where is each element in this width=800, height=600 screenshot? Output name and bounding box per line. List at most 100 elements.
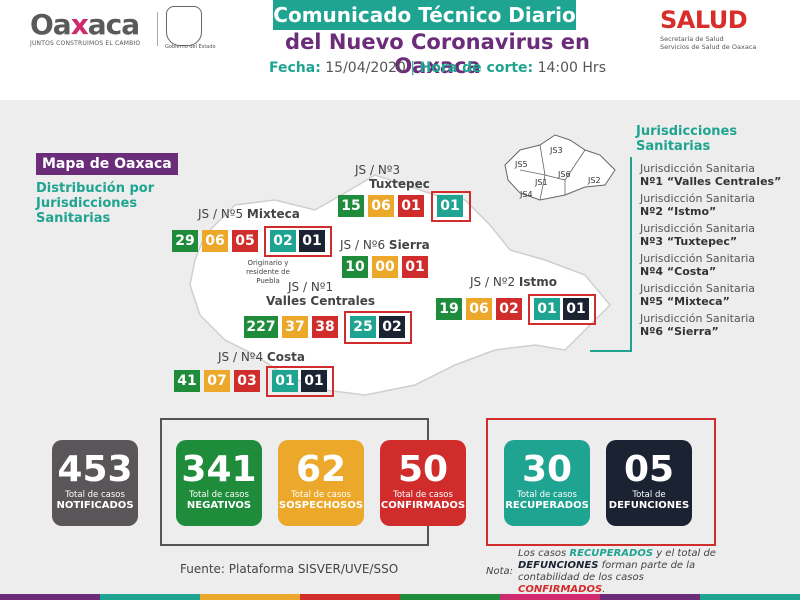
total-value: 30 [521,449,573,490]
corte-value: 14:00 Hrs [537,60,606,76]
valles-sospechosos: 37 [282,316,308,338]
mini-js2: JS2 [587,176,601,185]
total-category: DEFUNCIONES [608,500,690,511]
total-label: Total de casos [65,490,125,500]
tuxtepec-recuperados: 01 [437,195,463,217]
istmo-defunciones: 01 [563,298,589,320]
jurisdiccion-item: Jurisdicción Sanitaria Nº4 “Costa” [640,252,756,278]
total-label: Total de casos [393,490,453,500]
total-value: 341 [181,449,257,490]
totals-frame-right [486,418,716,546]
logo-tagline: JUNTOS CONSTRUIMOS EL CAMBIO [30,40,141,47]
valles-defunciones: 02 [379,316,405,338]
costa-confirmados: 03 [234,370,260,392]
date-separator: | [410,60,416,76]
footer-color-stripe [0,594,800,600]
jurisdicciones-connector-h [590,350,632,352]
total-value: 50 [397,449,449,490]
total-category: CONFIRMADOS [380,500,466,511]
mini-map: JS5 JS3 JS1 JS6 JS2 JS4 [504,134,616,201]
tuxtepec-sospechosos: 06 [368,195,394,217]
total-defunciones: 05 Total de DEFUNCIONES [606,440,692,526]
mixteca-confirm-frame [264,226,332,257]
jurisdicciones-connector [630,157,632,350]
note-text: Los casos RECUPERADOS y el total de DEFU… [518,548,716,595]
salud-sub-2: Servicios de Salud de Oaxaca [660,43,757,51]
costa-defunciones: 01 [301,370,327,392]
valles-recuperados: 25 [350,316,376,338]
total-label: Total de casos [517,490,577,500]
jurisdiccion-item: Jurisdicción Sanitaria Nº6 “Sierra” [640,312,756,338]
total-category: NOTIFICADOS [56,500,134,511]
costa-sospechosos: 07 [204,370,230,392]
total-category: RECUPERADOS [505,500,589,511]
region-istmo-label: JS / Nº2 Istmo [470,275,558,289]
total-notificados: 453 Total de casos NOTIFICADOS [52,440,138,526]
tuxtepec-confirm-frame [431,191,471,222]
mini-map-dividers [519,144,586,201]
originario-note: Originario y residente de Puebla [246,259,290,285]
mini-map-outline [504,134,616,201]
istmo-sospechosos: 06 [466,298,492,320]
istmo-confirmados: 02 [496,298,522,320]
mixteca-defunciones: 01 [299,230,325,252]
seal-caption: Gobierno del Estado [165,44,216,50]
mixteca-confirmados: 05 [232,230,258,252]
sierra-negativos: 10 [342,256,368,278]
total-category: SOSPECHOSOS [278,500,364,511]
state-seal-icon [166,6,202,46]
total-confirmados: 50 Total de casos CONFIRMADOS [380,440,466,526]
mini-js1: JS1 [534,178,548,187]
istmo-confirm-frame [528,294,596,325]
mini-js6: JS6 [557,170,571,179]
mini-js3: JS3 [549,146,563,155]
istmo-negativos: 19 [436,298,462,320]
region-mixteca-label: JS / Nº5 Mixteca [198,207,300,221]
mixteca-recuperados: 02 [270,230,296,252]
total-recuperados: 30 Total de casos RECUPERADOS [504,440,590,526]
total-value: 05 [623,449,675,490]
costa-recuperados: 01 [272,370,298,392]
salud-logo: SALUD [660,6,748,34]
total-negativos: 341 Total de casos NEGATIVOS [176,440,262,526]
jurisdiccion-item: Jurisdicción Sanitaria Nº3 “Tuxtepec” [640,222,756,248]
region-sierra-label: JS / Nº6 Sierra [340,238,430,252]
valles-negativos: 227 [244,316,278,338]
mini-js5: JS5 [514,160,528,169]
map-badge: Mapa de Oaxaca [36,153,178,175]
corte-label: Hora de corte: [419,60,534,76]
mixteca-negativos: 29 [172,230,198,252]
title-line-2: del Nuevo Coronavirus en Oaxaca [285,30,590,78]
salud-subtitle: Secretaría de Salud Servicios de Salud d… [660,35,756,51]
total-sospechosos: 62 Total de casos SOSPECHOSOS [278,440,364,526]
date-line: Fecha: 15/04/2020 | Hora de corte: 14:00… [240,60,635,76]
mini-js4: JS4 [519,190,533,199]
source-text: Fuente: Plataforma SISVER/UVE/SSO [180,562,399,576]
fecha-value: 15/04/2020 [325,60,406,76]
jurisdiccion-item: Jurisdicción Sanitaria Nº5 “Mixteca” [640,282,756,308]
total-value: 62 [295,449,347,490]
total-label: Total de [632,490,666,500]
sierra-confirmados: 01 [402,256,428,278]
tuxtepec-confirmados: 01 [398,195,424,217]
sierra-sospechosos: 00 [372,256,398,278]
costa-negativos: 41 [174,370,200,392]
salud-sub-1: Secretaría de Salud [660,35,724,43]
valles-confirmados: 38 [312,316,338,338]
region-valles-label: JS / Nº1 Valles Centrales [266,280,376,308]
note-label: Nota: [486,566,514,577]
fecha-label: Fecha: [269,60,321,76]
jurisdicciones-title: Jurisdicciones Sanitarias [636,124,738,154]
total-category: NEGATIVOS [186,500,252,511]
region-tuxtepec-label: JS / Nº3 Tuxtepec [355,163,430,191]
total-label: Total de casos [291,490,351,500]
total-label: Total de casos [189,490,249,500]
tuxtepec-negativos: 15 [338,195,364,217]
istmo-recuperados: 01 [534,298,560,320]
total-value: 453 [57,449,133,490]
jurisdiccion-item: Jurisdicción Sanitaria Nº1 “Valles Centra… [640,162,782,188]
oaxaca-logo: Oaxaca [30,8,140,41]
mixteca-sospechosos: 06 [202,230,228,252]
valles-confirm-frame [344,311,412,344]
header-divider [157,12,158,46]
